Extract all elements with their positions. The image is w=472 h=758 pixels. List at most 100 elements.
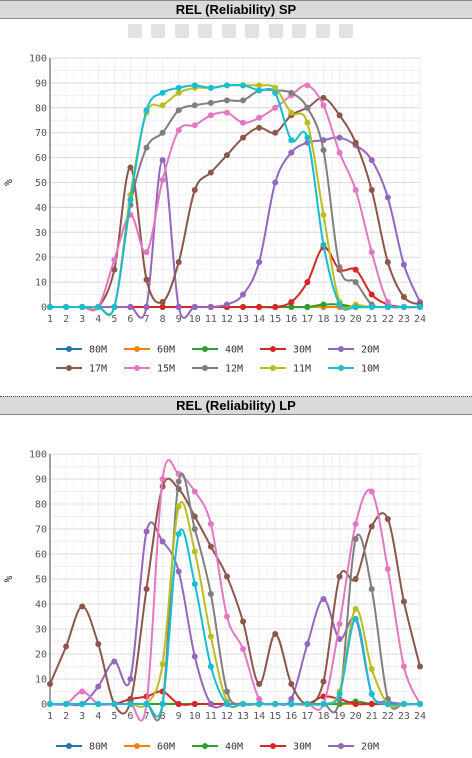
data-point[interactable]: [207, 304, 214, 310]
data-point[interactable]: [95, 641, 102, 647]
data-point[interactable]: [143, 144, 150, 151]
data-point[interactable]: [368, 701, 375, 707]
data-point[interactable]: [304, 279, 311, 286]
data-point[interactable]: [223, 109, 230, 116]
data-point[interactable]: [240, 304, 247, 310]
data-point[interactable]: [256, 259, 263, 266]
data-point[interactable]: [79, 688, 86, 695]
data-point[interactable]: [191, 304, 198, 310]
data-point[interactable]: [79, 603, 86, 610]
data-point[interactable]: [336, 621, 343, 627]
data-point[interactable]: [159, 129, 166, 136]
data-point[interactable]: [143, 586, 150, 592]
data-point[interactable]: [400, 294, 407, 301]
data-point[interactable]: [288, 299, 295, 306]
data-point[interactable]: [191, 122, 198, 129]
data-point[interactable]: [127, 304, 134, 310]
data-point[interactable]: [47, 701, 53, 707]
data-point[interactable]: [159, 177, 166, 184]
data-point[interactable]: [256, 87, 263, 94]
data-point[interactable]: [175, 107, 182, 114]
data-point[interactable]: [240, 618, 247, 625]
data-point[interactable]: [256, 681, 263, 687]
autoscale-icon[interactable]: [245, 24, 260, 38]
data-point[interactable]: [352, 139, 359, 146]
data-point[interactable]: [175, 568, 182, 575]
data-point[interactable]: [143, 249, 150, 256]
data-point[interactable]: [336, 691, 343, 697]
data-point[interactable]: [417, 663, 423, 670]
zoom-icon[interactable]: [151, 24, 166, 38]
zoom-out-icon[interactable]: [221, 24, 236, 38]
data-point[interactable]: [223, 301, 230, 308]
data-point[interactable]: [223, 688, 230, 695]
data-point[interactable]: [352, 576, 359, 582]
data-point[interactable]: [256, 124, 263, 131]
data-point[interactable]: [240, 119, 247, 126]
legend-item[interactable]: 40M: [192, 742, 243, 753]
data-point[interactable]: [63, 701, 70, 707]
legend-item[interactable]: 15M: [124, 364, 175, 375]
data-point[interactable]: [304, 104, 311, 111]
data-point[interactable]: [288, 149, 295, 156]
data-point[interactable]: [272, 104, 279, 111]
data-point[interactable]: [368, 157, 375, 164]
data-point[interactable]: [175, 259, 182, 266]
data-point[interactable]: [191, 701, 198, 707]
data-point[interactable]: [272, 84, 279, 91]
data-point[interactable]: [272, 631, 279, 637]
data-point[interactable]: [95, 701, 102, 707]
data-point[interactable]: [368, 249, 375, 256]
legend-item[interactable]: 80M: [56, 345, 107, 356]
data-point[interactable]: [159, 304, 166, 310]
legend-item[interactable]: 17M: [56, 364, 107, 375]
data-point[interactable]: [223, 573, 230, 580]
plotly-logo-icon[interactable]: [339, 24, 354, 38]
data-point[interactable]: [384, 516, 391, 522]
data-point[interactable]: [159, 102, 166, 109]
camera-icon[interactable]: [128, 24, 142, 38]
data-point[interactable]: [111, 701, 118, 707]
data-point[interactable]: [320, 94, 327, 101]
legend-item[interactable]: 30M: [260, 742, 311, 753]
data-point[interactable]: [175, 478, 182, 485]
data-point[interactable]: [368, 186, 375, 193]
data-point[interactable]: [272, 179, 279, 186]
data-point[interactable]: [320, 241, 327, 248]
data-point[interactable]: [175, 84, 182, 91]
data-point[interactable]: [256, 304, 263, 310]
data-point[interactable]: [304, 134, 311, 141]
data-point[interactable]: [127, 701, 134, 707]
data-point[interactable]: [159, 476, 166, 482]
data-point[interactable]: [320, 211, 327, 218]
legend-item[interactable]: 60M: [124, 742, 175, 753]
data-point[interactable]: [352, 616, 359, 622]
data-point[interactable]: [272, 89, 279, 96]
reset-icon[interactable]: [268, 24, 283, 38]
data-point[interactable]: [336, 264, 343, 271]
data-point[interactable]: [191, 526, 198, 532]
data-point[interactable]: [240, 701, 247, 707]
data-point[interactable]: [336, 573, 343, 580]
legend-item[interactable]: 20M: [328, 742, 379, 753]
data-point[interactable]: [95, 304, 102, 310]
data-point[interactable]: [175, 89, 182, 96]
data-point[interactable]: [240, 134, 247, 141]
series-10M[interactable]: [47, 82, 423, 316]
data-point[interactable]: [191, 82, 198, 89]
data-point[interactable]: [95, 683, 102, 690]
data-point[interactable]: [159, 89, 166, 96]
data-point[interactable]: [223, 701, 230, 707]
data-point[interactable]: [207, 701, 214, 707]
data-point[interactable]: [47, 681, 53, 687]
data-point[interactable]: [127, 164, 134, 171]
legend-item[interactable]: 40M: [192, 345, 243, 356]
data-point[interactable]: [256, 82, 263, 89]
data-point[interactable]: [304, 701, 311, 707]
data-point[interactable]: [336, 134, 343, 141]
data-point[interactable]: [336, 301, 343, 308]
legend-item[interactable]: 80M: [56, 742, 107, 753]
data-point[interactable]: [207, 112, 214, 119]
data-point[interactable]: [320, 102, 327, 109]
